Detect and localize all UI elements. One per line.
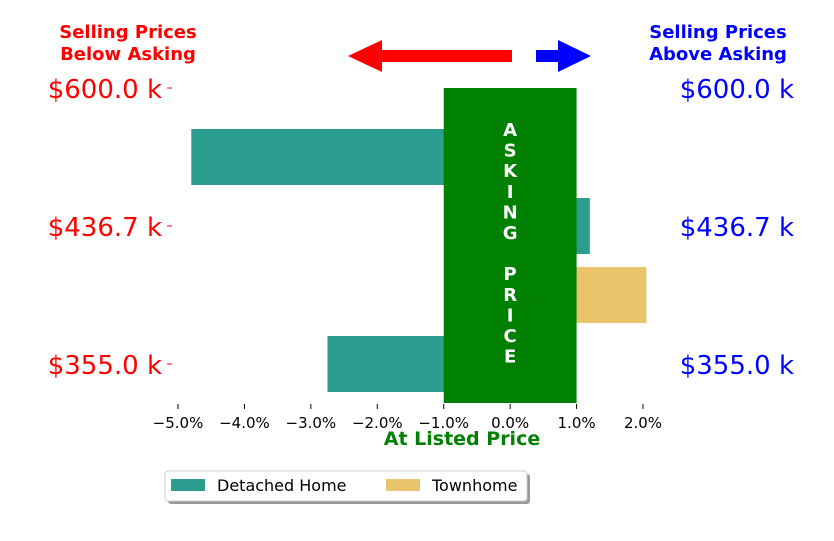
x-axis-label: At Listed Price [384, 428, 540, 450]
asking-band-letter-0: A [503, 120, 517, 141]
asking-band-letter-10: C [504, 326, 517, 347]
right-arrow-icon [536, 40, 591, 72]
x-tick-label-6: 1.0% [558, 414, 596, 432]
y-label-right-0: $600.0 k [680, 75, 794, 105]
asking-band-letter-11: E [504, 347, 516, 368]
y-label-left-2: $355.0 k [48, 351, 162, 381]
x-tick-label-4: −1.0% [418, 414, 469, 432]
asking-band-letter-7: P [504, 264, 517, 285]
legend-box [164, 470, 528, 502]
y-labels-right: $600.0 k $436.7 k $355.0 k [680, 75, 794, 381]
asking-band-letter-9: I [507, 305, 514, 326]
left-arrow-icon [348, 40, 512, 72]
asking-band-letter-2: K [503, 161, 518, 182]
legend-swatch-detached-home [171, 479, 205, 491]
y-label-left-1: $436.7 k [48, 213, 162, 243]
y-label-left-0: $600.0 k [48, 75, 162, 105]
asking-band-letter-3: I [507, 182, 514, 203]
bars-group [191, 129, 647, 392]
asking-band-letter-8: R [503, 285, 517, 306]
asking-band-letter-1: S [504, 141, 517, 162]
x-axis-ticks: −5.0% −4.0% −3.0% −2.0% −1.0% 0.0% 1.0% 2.0% [153, 404, 662, 432]
y-labels-left: $600.0 k $436.7 k $355.0 k [48, 75, 172, 381]
above-asking-title-line2: Above Asking [649, 44, 787, 65]
y-label-right-2: $355.0 k [680, 351, 794, 381]
asking-band-letter-4: N [503, 202, 518, 223]
x-tick-label-5: 0.0% [491, 414, 529, 432]
legend-swatch-townhome [386, 479, 420, 491]
legend-label-detached-home: Detached Home [217, 476, 347, 495]
x-tick-label-7: 2.0% [624, 414, 662, 432]
asking-band-letter-5: G [503, 223, 518, 244]
asking-price-band [443, 88, 577, 403]
x-tick-label-0: −5.0% [153, 414, 204, 432]
x-tick-label-2: −3.0% [286, 414, 337, 432]
below-asking-title-line1: Selling Prices [59, 22, 196, 43]
below-asking-title-line2: Below Asking [60, 44, 196, 65]
y-label-right-1: $436.7 k [680, 213, 794, 243]
x-tick-label-1: −4.0% [219, 414, 270, 432]
legend: Detached Home Townhome [164, 470, 530, 504]
x-tick-label-3: −2.0% [352, 414, 403, 432]
above-asking-title-line1: Selling Prices [649, 22, 786, 43]
legend-label-townhome: Townhome [431, 476, 517, 495]
